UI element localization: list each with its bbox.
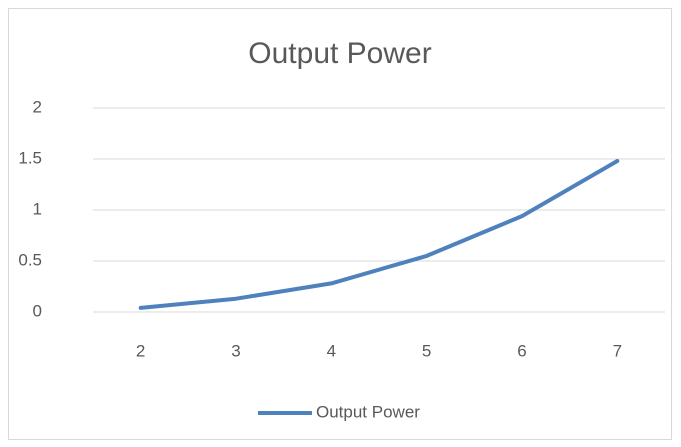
x-tick-label: 2 [136,341,145,360]
x-tick-label: 6 [517,341,526,360]
legend-label: Output Power [316,402,420,421]
x-tick-label: 4 [327,341,336,360]
y-tick-label: 1 [33,199,42,218]
x-tick-label: 5 [422,341,431,360]
y-tick-label: 0 [33,301,42,320]
y-tick-label: 0.5 [18,250,42,269]
x-tick-label: 7 [613,341,622,360]
chart-border [8,8,672,440]
chart-title: Output Power [248,37,431,70]
y-tick-label: 2 [33,97,42,116]
x-tick-label: 3 [231,341,240,360]
data-line [138,159,620,310]
y-tick-label: 1.5 [18,148,42,167]
